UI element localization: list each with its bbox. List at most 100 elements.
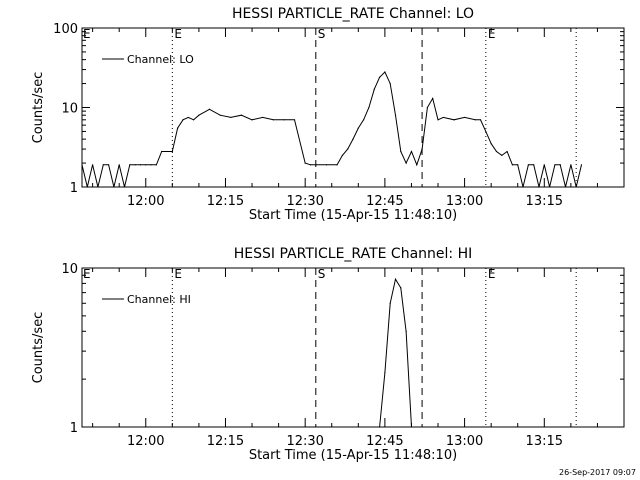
panel-1-data-point — [283, 119, 285, 121]
panel-1-data-point — [161, 150, 163, 153]
panel-1-data-point — [102, 164, 104, 166]
panel-1-data-point — [251, 119, 253, 121]
panel-1-data-point — [155, 164, 157, 166]
panel-2-data-point — [378, 426, 381, 428]
panel-1-data-point — [453, 119, 455, 121]
panel-1-data-point — [533, 164, 535, 166]
panel-1-data-point — [347, 148, 349, 150]
panel-1-data-point — [134, 164, 136, 166]
panel-1-y-tick-label: 100 — [53, 22, 78, 37]
panel-1-data-point — [309, 164, 312, 166]
panel-1-data-point — [580, 164, 583, 166]
panel-1-data-point — [166, 150, 168, 153]
panel-1-data-point — [517, 164, 519, 166]
panel-1-y-axis-label: Counts/sec — [31, 72, 46, 144]
panel-1-x-axis-label: Start Time (15-Apr-15 11:48:10) — [249, 208, 457, 223]
panel-2-data-point — [410, 426, 413, 428]
panel-2-data-point — [389, 302, 391, 304]
panel-1-data-point — [187, 116, 189, 119]
panel-1-data-point — [336, 164, 338, 166]
panel-1-data-point — [139, 164, 142, 166]
panel-1-data-point — [145, 164, 147, 166]
panel-1-data-point — [559, 164, 561, 166]
panel-1-data-point — [554, 164, 556, 166]
panel-1-data-point — [575, 186, 577, 188]
panel-1-data-point — [86, 186, 88, 188]
panel-1-data-point — [240, 114, 243, 116]
panel-1-data-point — [463, 116, 466, 119]
panel-1-data-point — [81, 164, 83, 166]
panel-1-data-point — [272, 119, 274, 121]
panel-2-series-line — [379, 277, 412, 428]
panel-2-marker-label: E — [174, 267, 182, 281]
panel-1-data-point — [368, 106, 370, 109]
panel-2-y-tick-label: 1 — [70, 421, 78, 436]
panel-1-data-point — [92, 164, 94, 166]
panel-1-data-point — [485, 130, 487, 133]
panel-1-data-point — [416, 164, 418, 166]
panel-1-y-tick-label: 1 — [70, 181, 78, 196]
panel-1-title: HESSI PARTICLE_RATE Channel: LO — [232, 6, 474, 22]
panel-2-marker-label-left-edge: E — [83, 267, 91, 281]
panel-2-x-tick-label: 12:30 — [286, 434, 323, 449]
panel-1-data-point — [198, 114, 200, 116]
panel-1-data-point — [394, 114, 397, 116]
panel-1-marker-label-left-edge: E — [83, 27, 91, 41]
panel-1-data-point — [219, 114, 221, 116]
panel-1-data-point — [564, 186, 567, 188]
panel-1-data-point — [511, 164, 514, 166]
panel-2-title: HESSI PARTICLE_RATE Channel: HI — [234, 246, 472, 262]
panel-2-data-point — [394, 278, 397, 280]
panel-2-x-tick-label: 12:45 — [366, 434, 403, 449]
panel-2-y-tick-label: 10 — [61, 262, 78, 277]
panel-2-data-point — [405, 330, 407, 332]
panel-1-data-point — [527, 164, 529, 166]
panel-1-data-point — [208, 108, 211, 110]
panel-1-data-point — [426, 106, 428, 109]
panel-1-data-point — [129, 164, 131, 166]
panel-1-legend-label: Channel: LO — [127, 53, 194, 66]
panel-1-data-point — [113, 186, 115, 188]
panel-2-x-tick-label: 13:00 — [446, 434, 483, 449]
panel-1-data-point — [437, 119, 439, 121]
panel-1-data-point — [389, 82, 391, 85]
panel-1-data-point — [479, 119, 482, 121]
panel-1-data-point — [341, 154, 343, 156]
panel-1-data-point — [182, 119, 184, 121]
panel-1-data-point — [293, 119, 296, 121]
panel-1-data-point — [357, 127, 359, 129]
panel-2-marker-label: E — [488, 267, 496, 281]
panel-2-legend-label: Channel: HI — [127, 293, 191, 306]
panel-1-data-point — [405, 162, 407, 164]
panel-1-data-point — [304, 162, 306, 164]
footer-timestamp: 26-Sep-2017 09:07 — [559, 468, 636, 477]
panel-1-marker-label: E — [174, 27, 182, 41]
panel-1-data-point — [501, 154, 503, 156]
panel-1-data-point — [570, 164, 572, 166]
panel-1-data-point — [118, 164, 120, 166]
panel-1-data-point — [262, 116, 264, 119]
panel-1-data-point — [363, 119, 365, 121]
panel-1-data-point — [384, 71, 386, 73]
panel-2-x-tick-label: 12:15 — [207, 434, 244, 449]
panel-1-y-tick-label: 10 — [61, 102, 78, 117]
panel-1-data-point — [192, 119, 195, 121]
panel-1-data-point — [421, 148, 423, 150]
panel-1-data-point — [442, 116, 444, 119]
panel-1-marker-label: E — [488, 27, 496, 41]
panel-1-data-point — [474, 119, 476, 121]
panel-1-data-point — [432, 97, 434, 100]
panel-2-data-point — [384, 371, 386, 374]
panel-1-data-point — [325, 164, 328, 166]
panel-1-series-line — [81, 71, 582, 188]
panel-1-x-tick-label: 12:30 — [286, 194, 323, 209]
panel-1-data-point — [315, 164, 317, 166]
panel-2-x-tick-label: 12:00 — [127, 434, 164, 449]
panel-1-data-point — [495, 150, 498, 153]
panel-1-data-point — [107, 164, 110, 166]
panel-1-plot-frame — [81, 27, 625, 188]
panel-1-data-point — [549, 186, 551, 188]
panel-1-data-point — [373, 88, 375, 90]
panel-2-plot-frame — [81, 267, 625, 428]
panel-1-data-point — [538, 186, 540, 188]
